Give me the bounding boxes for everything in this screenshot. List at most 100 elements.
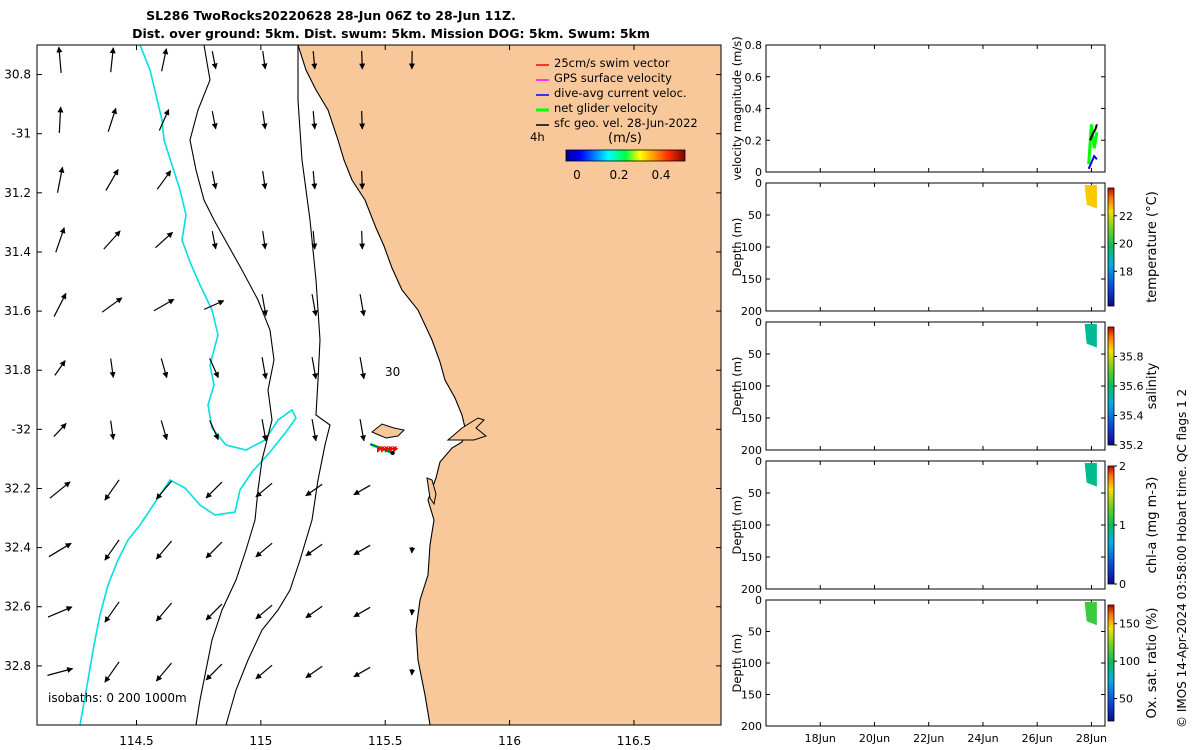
velocity-vector (305, 665, 323, 679)
velocity-vector (49, 481, 71, 499)
velocity-vector (261, 231, 268, 250)
panel-y-tick-label: 0 (755, 316, 762, 329)
velocity-vector (305, 605, 323, 619)
velocity-series-line (1087, 154, 1098, 170)
profile-data-block (1084, 185, 1097, 209)
legend-label: sfc geo. vel. 28-Jun-2022 (554, 116, 698, 130)
velocity-vector (105, 168, 119, 191)
legend-label: 25cm/s swim vector (554, 56, 670, 70)
panel-y-tick-label: 200 (741, 583, 762, 596)
velocity-vector (153, 298, 175, 312)
panel-y-tick-label: 200 (741, 720, 762, 733)
legend-label: dive-avg current veloc. (554, 86, 687, 100)
velocity-vector (255, 604, 273, 620)
legend-item-sfc-geo: sfc geo. vel. 28-Jun-2022 (536, 116, 698, 130)
velocity-vector (48, 542, 72, 558)
velocity-vector (261, 111, 268, 130)
legend-time-label: 4h (530, 130, 545, 144)
panel-4: 0 50 100 150 200 Depth (m) 0 1 2 chl-a (mg m-3) (730, 455, 1160, 596)
glider-swim-vector (376, 445, 383, 453)
isobath-1000m (189, 45, 275, 725)
velocity-vector (109, 358, 116, 379)
velocity-vector (104, 479, 120, 501)
panel-y-tick-label: 150 (741, 412, 762, 425)
velocity-vector (353, 544, 371, 556)
glider-end-marker (390, 451, 395, 455)
panel-y-axis-label: Depth (m) (730, 218, 744, 277)
velocity-vector (205, 481, 223, 499)
colorbar-label: chl-a (mg m-3) (1145, 477, 1160, 574)
velocity-vector (211, 171, 218, 190)
panel-frame (765, 599, 1106, 727)
panel-y-tick-label: 150 (741, 689, 762, 702)
map-y-tick-label: 32.4 (4, 541, 31, 555)
velocity-vector (359, 419, 366, 442)
velocity-vector (311, 110, 318, 130)
panel-y-axis-label: Depth (m) (730, 357, 744, 416)
contour-label: 30 (385, 365, 400, 379)
velocity-vector (311, 50, 318, 70)
panel-y-tick-label: 50 (748, 626, 762, 639)
panel-y-tick-label: 0.4 (745, 103, 763, 116)
panel-y-tick-label: 50 (748, 487, 762, 500)
panel-5: 0 50 100 150 200 Depth (m) 50 100 150 Ox. sat. ra… (730, 594, 1160, 733)
map-x-ticks: 114.5 115 115.5 116 116.5 (119, 45, 651, 748)
time-tick-label: 26Jun (1022, 732, 1053, 745)
velocity-vector (311, 294, 318, 317)
velocity-vector (359, 170, 366, 190)
panel-y-tick-label: 100 (741, 519, 762, 532)
velocity-vector (155, 231, 173, 249)
velocity-vector (205, 663, 223, 681)
velocity-vector (203, 300, 225, 310)
velocity-vector (47, 606, 73, 618)
coastline (297, 45, 467, 725)
time-tick-label: 20Jun (859, 732, 890, 745)
velocity-vector (101, 297, 123, 313)
garden-island (426, 477, 437, 506)
map-y-tick-label: 30.8 (4, 68, 31, 82)
legend-item-swim-vector: 25cm/s swim vector (536, 56, 670, 70)
map-x-tick-label: 116.5 (617, 734, 651, 748)
colorbar-tick-label: 100 (1119, 655, 1140, 668)
panel-y-axis-label: velocity magnitude (m/s) (730, 36, 744, 181)
velocity-vector (311, 230, 318, 250)
velocity-vector (104, 539, 120, 561)
velocity-vector (261, 51, 268, 70)
isobath-0m-inner (225, 45, 331, 725)
map-legend: 25cm/s swim vector GPS surface velocity … (530, 56, 698, 182)
panel-y-tick-label: 200 (741, 444, 762, 457)
velocity-vector (103, 230, 121, 250)
map-frame (36, 44, 722, 726)
map-y-ticks: 30.8 -31 31.2 31.4 31.6 31.8 -32 32.2 32.4 32.6 32… (4, 68, 721, 673)
velocity-vector (56, 46, 63, 74)
time-tick-label: 24Jun (967, 732, 998, 745)
velocity-vector (211, 51, 218, 70)
glider-swim-vector (388, 445, 395, 453)
panel-y-tick-label: 0.2 (745, 134, 763, 147)
velocity-vector (359, 50, 366, 70)
glider-swim-vector (384, 445, 391, 453)
map-panel: 114.5 115 115.5 116 116.5 30.8 -31 31.2 31.4 31.… (4, 44, 722, 748)
figure-title-line1: SL286 TwoRocks20220628 28-Jun 06Z to 28-… (146, 8, 516, 23)
legend-label: GPS surface velocity (554, 71, 672, 85)
panel-frame (765, 44, 1106, 173)
velocity-vector (205, 603, 223, 621)
time-tick-label: 18Jun (805, 732, 836, 745)
velocity-vector (55, 227, 66, 253)
panel-colorbar (1107, 326, 1115, 446)
velocity-vector (261, 357, 268, 380)
colorbar-label: temperature (°C) (1145, 191, 1160, 303)
colorbar-tick-label: 1 (1119, 519, 1126, 532)
map-y-tick-label: 32.2 (4, 481, 31, 495)
sfc-geo-velocity-vectors (47, 46, 416, 683)
colorbar-tick-label: 35.4 (1119, 410, 1144, 423)
map-x-tick-label: 114.5 (119, 734, 153, 748)
credit-text: © IMOS 14-Apr-2024 03:58:00 Hobart time.… (1175, 389, 1189, 728)
panel-3: 0 50 100 150 200 Depth (m) 35.2 35.4 35.6 35.8sal… (730, 316, 1160, 457)
map-y-tick-label: 31.2 (4, 186, 31, 200)
panel-y-tick-label: 100 (741, 241, 762, 254)
velocity-vector (209, 420, 219, 441)
velocity-vector (359, 357, 366, 380)
